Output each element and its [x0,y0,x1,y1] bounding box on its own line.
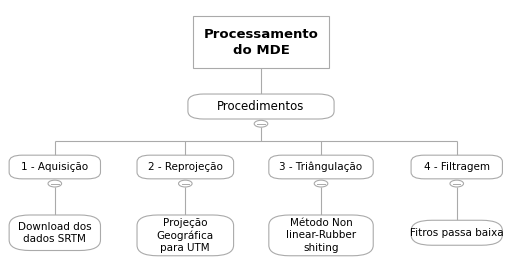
Text: Download dos
dados SRTM: Download dos dados SRTM [18,221,92,244]
Circle shape [450,180,464,187]
Circle shape [48,180,62,187]
Circle shape [254,120,268,127]
Text: Projeção
Geográfica
para UTM: Projeção Geográfica para UTM [157,218,214,253]
FancyBboxPatch shape [193,16,329,68]
Text: 4 - Filtragem: 4 - Filtragem [424,162,490,172]
Text: Processamento
do MDE: Processamento do MDE [204,28,318,57]
Circle shape [314,180,328,187]
FancyBboxPatch shape [269,215,373,256]
Circle shape [179,180,192,187]
FancyBboxPatch shape [9,215,100,250]
Text: Fitros passa baixa: Fitros passa baixa [410,228,504,238]
Text: 1 - Aquisição: 1 - Aquisição [21,162,88,172]
FancyBboxPatch shape [269,155,373,179]
Text: 2 - Reprojeção: 2 - Reprojeção [148,162,223,172]
FancyBboxPatch shape [411,155,502,179]
FancyBboxPatch shape [9,155,100,179]
FancyBboxPatch shape [137,215,233,256]
Text: 3 - Triângulação: 3 - Triângulação [279,162,363,172]
Text: Método Non
linear-Rubber
shiting: Método Non linear-Rubber shiting [286,218,356,253]
FancyBboxPatch shape [188,94,334,119]
FancyBboxPatch shape [137,155,233,179]
Text: Procedimentos: Procedimentos [217,100,305,113]
FancyBboxPatch shape [411,220,502,245]
